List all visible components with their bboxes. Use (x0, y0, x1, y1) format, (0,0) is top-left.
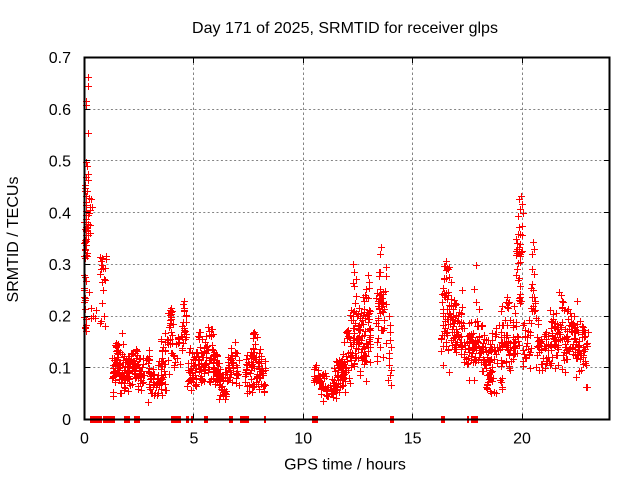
svg-text:0.1: 0.1 (49, 360, 71, 377)
svg-text:0.6: 0.6 (49, 102, 71, 119)
svg-text:0.4: 0.4 (49, 205, 71, 222)
svg-text:SRMTID / TECUs: SRMTID / TECUs (5, 177, 22, 303)
svg-text:0.5: 0.5 (49, 154, 71, 171)
svg-text:0.3: 0.3 (49, 257, 71, 274)
svg-text:0: 0 (80, 431, 89, 448)
svg-text:5: 5 (189, 431, 198, 448)
svg-text:10: 10 (294, 431, 312, 448)
svg-text:15: 15 (404, 431, 422, 448)
svg-text:Day 171 of 2025, SRMTID for re: Day 171 of 2025, SRMTID for receiver glp… (192, 20, 498, 37)
svg-text:GPS time / hours: GPS time / hours (284, 457, 406, 474)
svg-text:0: 0 (62, 412, 71, 429)
svg-text:20: 20 (513, 431, 531, 448)
svg-text:0.7: 0.7 (49, 50, 71, 67)
svg-text:0.2: 0.2 (49, 309, 71, 326)
